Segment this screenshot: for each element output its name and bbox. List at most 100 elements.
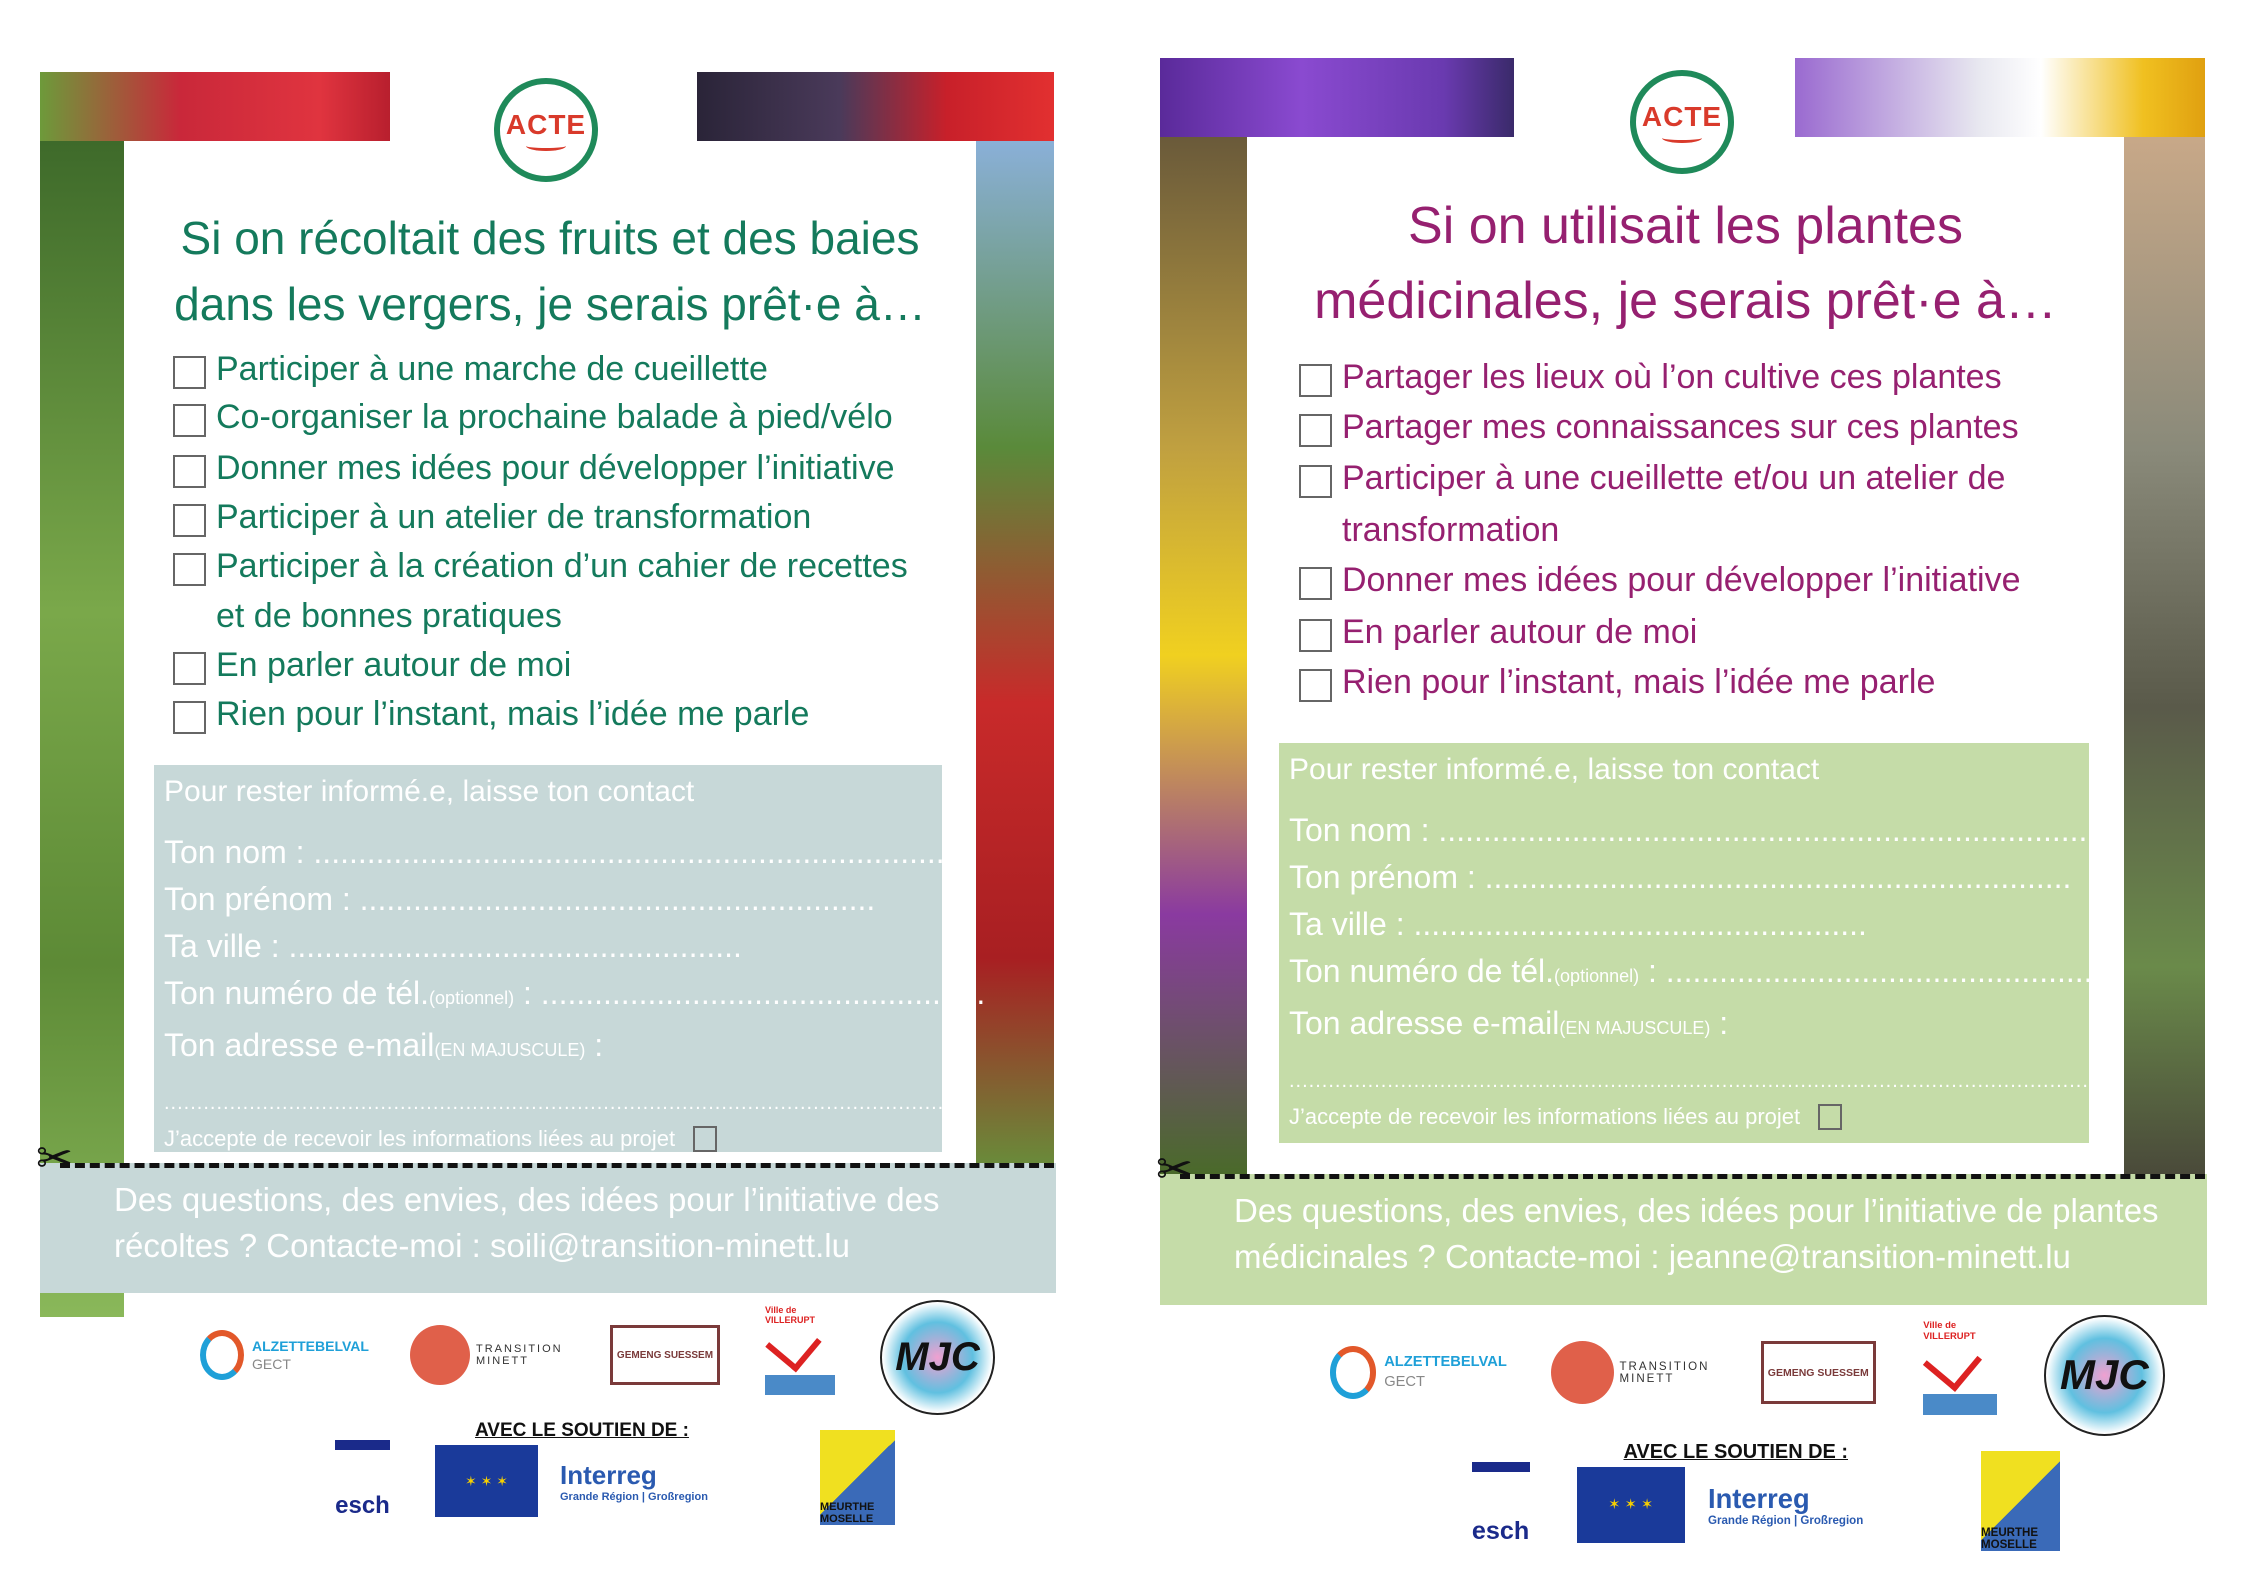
- acte-people-icon: [1662, 133, 1702, 143]
- field-email-colon: :: [1710, 1005, 1729, 1041]
- contact-band: Des questions, des envies, des idées pou…: [1160, 1174, 2207, 1305]
- flyer-title-line: Si on utilisait les plantes: [1408, 197, 1963, 255]
- option-checkbox[interactable]: [173, 504, 206, 537]
- field-ville[interactable]: Ta ville : .............................…: [1289, 906, 1867, 942]
- flyer-title-line: dans les vergers, je serais prêt·e à…: [174, 278, 926, 330]
- option-label: Donner mes idées pour développer l’initi…: [216, 449, 895, 487]
- meurthe-moselle-text: MEURTHE MOSELLE: [1981, 1527, 2039, 1551]
- interreg-logo: Interreg Grande Région | Großregion: [1708, 1467, 1950, 1543]
- alzettebelval-text: ALZETTEBELVAL GECT: [252, 1337, 369, 1373]
- acte-logo-text: ACTE: [1641, 101, 1723, 132]
- mjc-logo: MJC: [880, 1300, 995, 1415]
- gemeng-suessem-logo: GEMENG SUESSEM: [610, 1325, 720, 1385]
- field-email[interactable]: Ton adresse e-mail(EN MAJUSCULE) :: [1289, 1000, 2089, 1052]
- accept-row[interactable]: J’accepte de recevoir les informations l…: [164, 1126, 942, 1152]
- field-phone-note: (optionnel): [429, 988, 515, 1008]
- field-nom[interactable]: Ton nom : ..............................…: [1289, 812, 2097, 848]
- meurthe-moselle-logo: MEURTHE MOSELLE: [820, 1430, 895, 1525]
- field-email-dots[interactable]: ........................................…: [1289, 1070, 2116, 1092]
- option-checkbox[interactable]: [173, 455, 206, 488]
- contact-band-line: récoltes ? Contacte-moi : soili@transiti…: [114, 1227, 850, 1264]
- villerupt-text: Ville de VILLERUPT: [1923, 1320, 1976, 1342]
- mjc-logo: MJC: [2044, 1314, 2165, 1436]
- villerupt-text: Ville de VILLERUPT: [765, 1305, 816, 1325]
- option-checkbox[interactable]: [1299, 669, 1332, 702]
- contact-form: Pour rester informé.e, laisse ton contac…: [1279, 743, 2116, 1143]
- field-phone[interactable]: Ton numéro de tél.(optionnel) : ........…: [1289, 948, 2110, 1000]
- gemeng-suessem-text: GEMENG SUESSEM: [616, 1349, 714, 1361]
- interreg-text: Interreg: [1708, 1482, 1810, 1514]
- acte-logo: ACTE: [1630, 70, 1734, 174]
- daisy-photo: [1795, 58, 2205, 137]
- herbs-photo: [1160, 137, 1247, 1174]
- field-prenom[interactable]: Ton prénom : ...........................…: [164, 881, 876, 917]
- accept-checkbox[interactable]: [693, 1126, 718, 1152]
- interreg-subtitle: Grande Région | Großregion: [560, 1490, 708, 1503]
- option-checkbox[interactable]: [173, 553, 206, 586]
- flyer-title-line: Si on récoltait des fruits et des baies: [180, 212, 920, 264]
- interreg-logo: Interreg Grande Région | Großregion: [560, 1445, 790, 1517]
- accept-row[interactable]: J’accepte de recevoir les informations l…: [1289, 1104, 2089, 1130]
- field-phone[interactable]: Ton numéro de tél.(optionnel) : ........…: [164, 970, 985, 1022]
- alzettebelval-logo: ALZETTEBELVAL GECT: [1330, 1341, 1530, 1404]
- option-checkbox[interactable]: [1299, 364, 1332, 397]
- field-phone-label: Ton numéro de tél.: [164, 975, 430, 1011]
- support-label: AVEC LE SOUTIEN DE :: [475, 1420, 689, 1441]
- alzettebelval-mark-icon: [200, 1330, 244, 1380]
- option-checkbox[interactable]: [1299, 414, 1332, 447]
- meurthe-moselle-text: MEURTHE MOSELLE: [820, 1501, 875, 1525]
- transition-minett-mark-icon: [410, 1325, 470, 1385]
- gect-name: GECT: [252, 1356, 291, 1372]
- field-email[interactable]: Ton adresse e-mail(EN MAJUSCULE) :: [164, 1022, 942, 1074]
- field-email-label: Ton adresse e-mail: [164, 1027, 435, 1063]
- field-prenom[interactable]: Ton prénom : ...........................…: [1289, 859, 2072, 895]
- villerupt-logo: Ville de VILLERUPT: [765, 1305, 835, 1395]
- contact-band-line: Des questions, des envies, des idées pou…: [1234, 1192, 2159, 1229]
- berries-photo: [697, 72, 1054, 141]
- scissors-icon: ✂: [1156, 1145, 1193, 1194]
- field-email-note: (EN MAJUSCULE): [434, 1040, 586, 1060]
- apple-photo: [976, 141, 1054, 1163]
- option-checkbox[interactable]: [173, 701, 206, 734]
- esch-text: esch: [335, 1492, 390, 1519]
- option-label: Participer à une marche de cueillette: [216, 350, 768, 388]
- accept-checkbox[interactable]: [1818, 1104, 1843, 1130]
- contact-form-header: Pour rester informé.e, laisse ton contac…: [164, 775, 695, 808]
- option-label: Co-organiser la prochaine balade à pied/…: [216, 398, 893, 436]
- option-checkbox[interactable]: [173, 404, 206, 437]
- transition-minett-logo: TRANSITION MINETT: [410, 1315, 570, 1395]
- mjc-text: MJC: [2060, 1351, 2149, 1399]
- gect-name: GECT: [1384, 1373, 1425, 1390]
- gemeng-suessem-logo: GEMENG SUESSEM: [1760, 1341, 1876, 1404]
- field-email-dots[interactable]: ........................................…: [164, 1092, 978, 1114]
- villerupt-logo: Ville de VILLERUPT: [1923, 1320, 1997, 1415]
- flyer-1: ACTE Si on récoltait des fruits et des ba…: [36, 72, 1056, 1317]
- option-checkbox[interactable]: [173, 652, 206, 685]
- option-label: En parler autour de moi: [216, 646, 572, 684]
- option-label: En parler autour de moi: [1342, 613, 1698, 651]
- option-label: Participer à une cueillette et/ou un ate…: [1342, 459, 2006, 497]
- scissors-icon: ✂: [36, 1134, 73, 1183]
- acte-logo-text: ACTE: [505, 109, 587, 140]
- support-label: AVEC LE SOUTIEN DE :: [1623, 1440, 1849, 1463]
- spacer: [1289, 787, 2089, 807]
- flyer-title-line: médicinales, je serais prêt·e à…: [1314, 272, 2057, 330]
- field-phone-dots: : ......................................…: [514, 975, 986, 1011]
- option-checkbox[interactable]: [1299, 567, 1332, 600]
- mjc-text: MJC: [895, 1335, 980, 1379]
- orchard-photo: [40, 141, 124, 1317]
- acte-people-icon: [526, 141, 566, 151]
- option-checkbox[interactable]: [1299, 619, 1332, 652]
- contact-band-line: Des questions, des envies, des idées pou…: [114, 1181, 940, 1218]
- field-ville[interactable]: Ta ville : .............................…: [164, 928, 742, 964]
- option-checkbox[interactable]: [1299, 465, 1332, 498]
- field-phone-dots: : ......................................…: [1639, 953, 2111, 989]
- field-nom[interactable]: Ton nom : ..............................…: [164, 834, 972, 870]
- option-checkbox[interactable]: [173, 356, 206, 389]
- esch-logo: esch: [335, 1440, 390, 1520]
- violet-flower-photo: [1160, 58, 1514, 137]
- strawberry-photo: [40, 72, 390, 141]
- gemeng-suessem-text: GEMENG SUESSEM: [1767, 1366, 1869, 1379]
- contact-band-line: médicinales ? Contacte-moi : jeanne@tran…: [1234, 1238, 2071, 1275]
- eu-flag-icon: ✶ ✶ ✶: [1576, 1467, 1685, 1543]
